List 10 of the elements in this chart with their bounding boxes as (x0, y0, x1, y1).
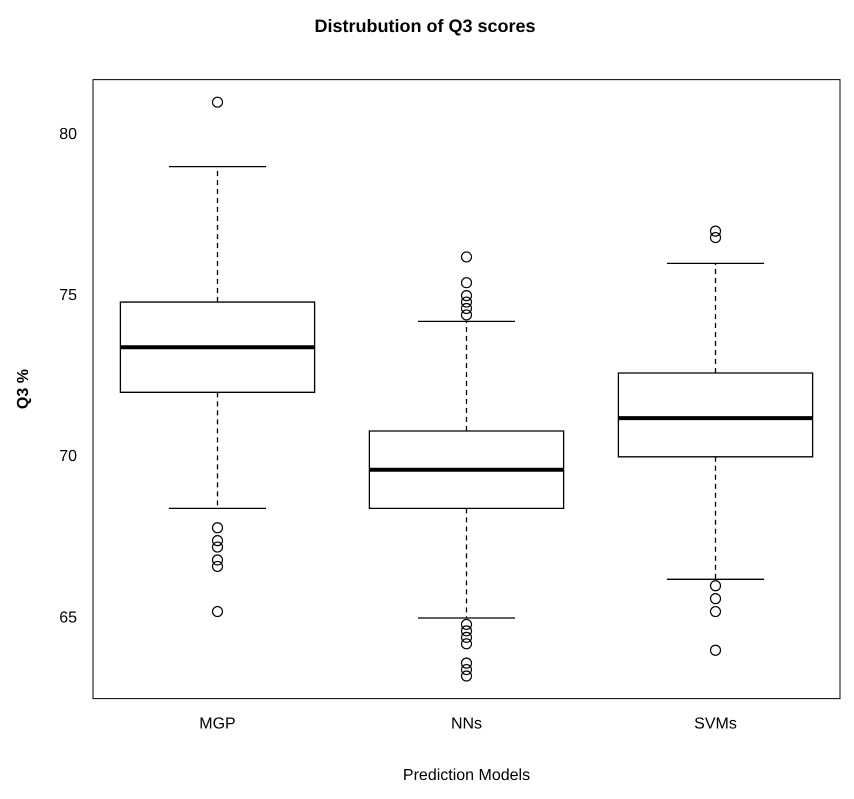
y-tick-label: 80 (59, 126, 78, 143)
x-tick-label: MGP (199, 716, 236, 733)
y-axis-title: Q3 % (15, 369, 32, 410)
x-tick-label: NNs (450, 716, 482, 733)
y-tick-label: 75 (59, 287, 78, 304)
x-axis-title: Prediction Models (402, 766, 530, 784)
chart-title: Distrubution of Q3 scores (314, 16, 536, 36)
x-tick-label: SVMs (694, 716, 737, 733)
y-tick-label: 70 (59, 448, 78, 466)
y-tick-label: 65 (59, 609, 78, 626)
